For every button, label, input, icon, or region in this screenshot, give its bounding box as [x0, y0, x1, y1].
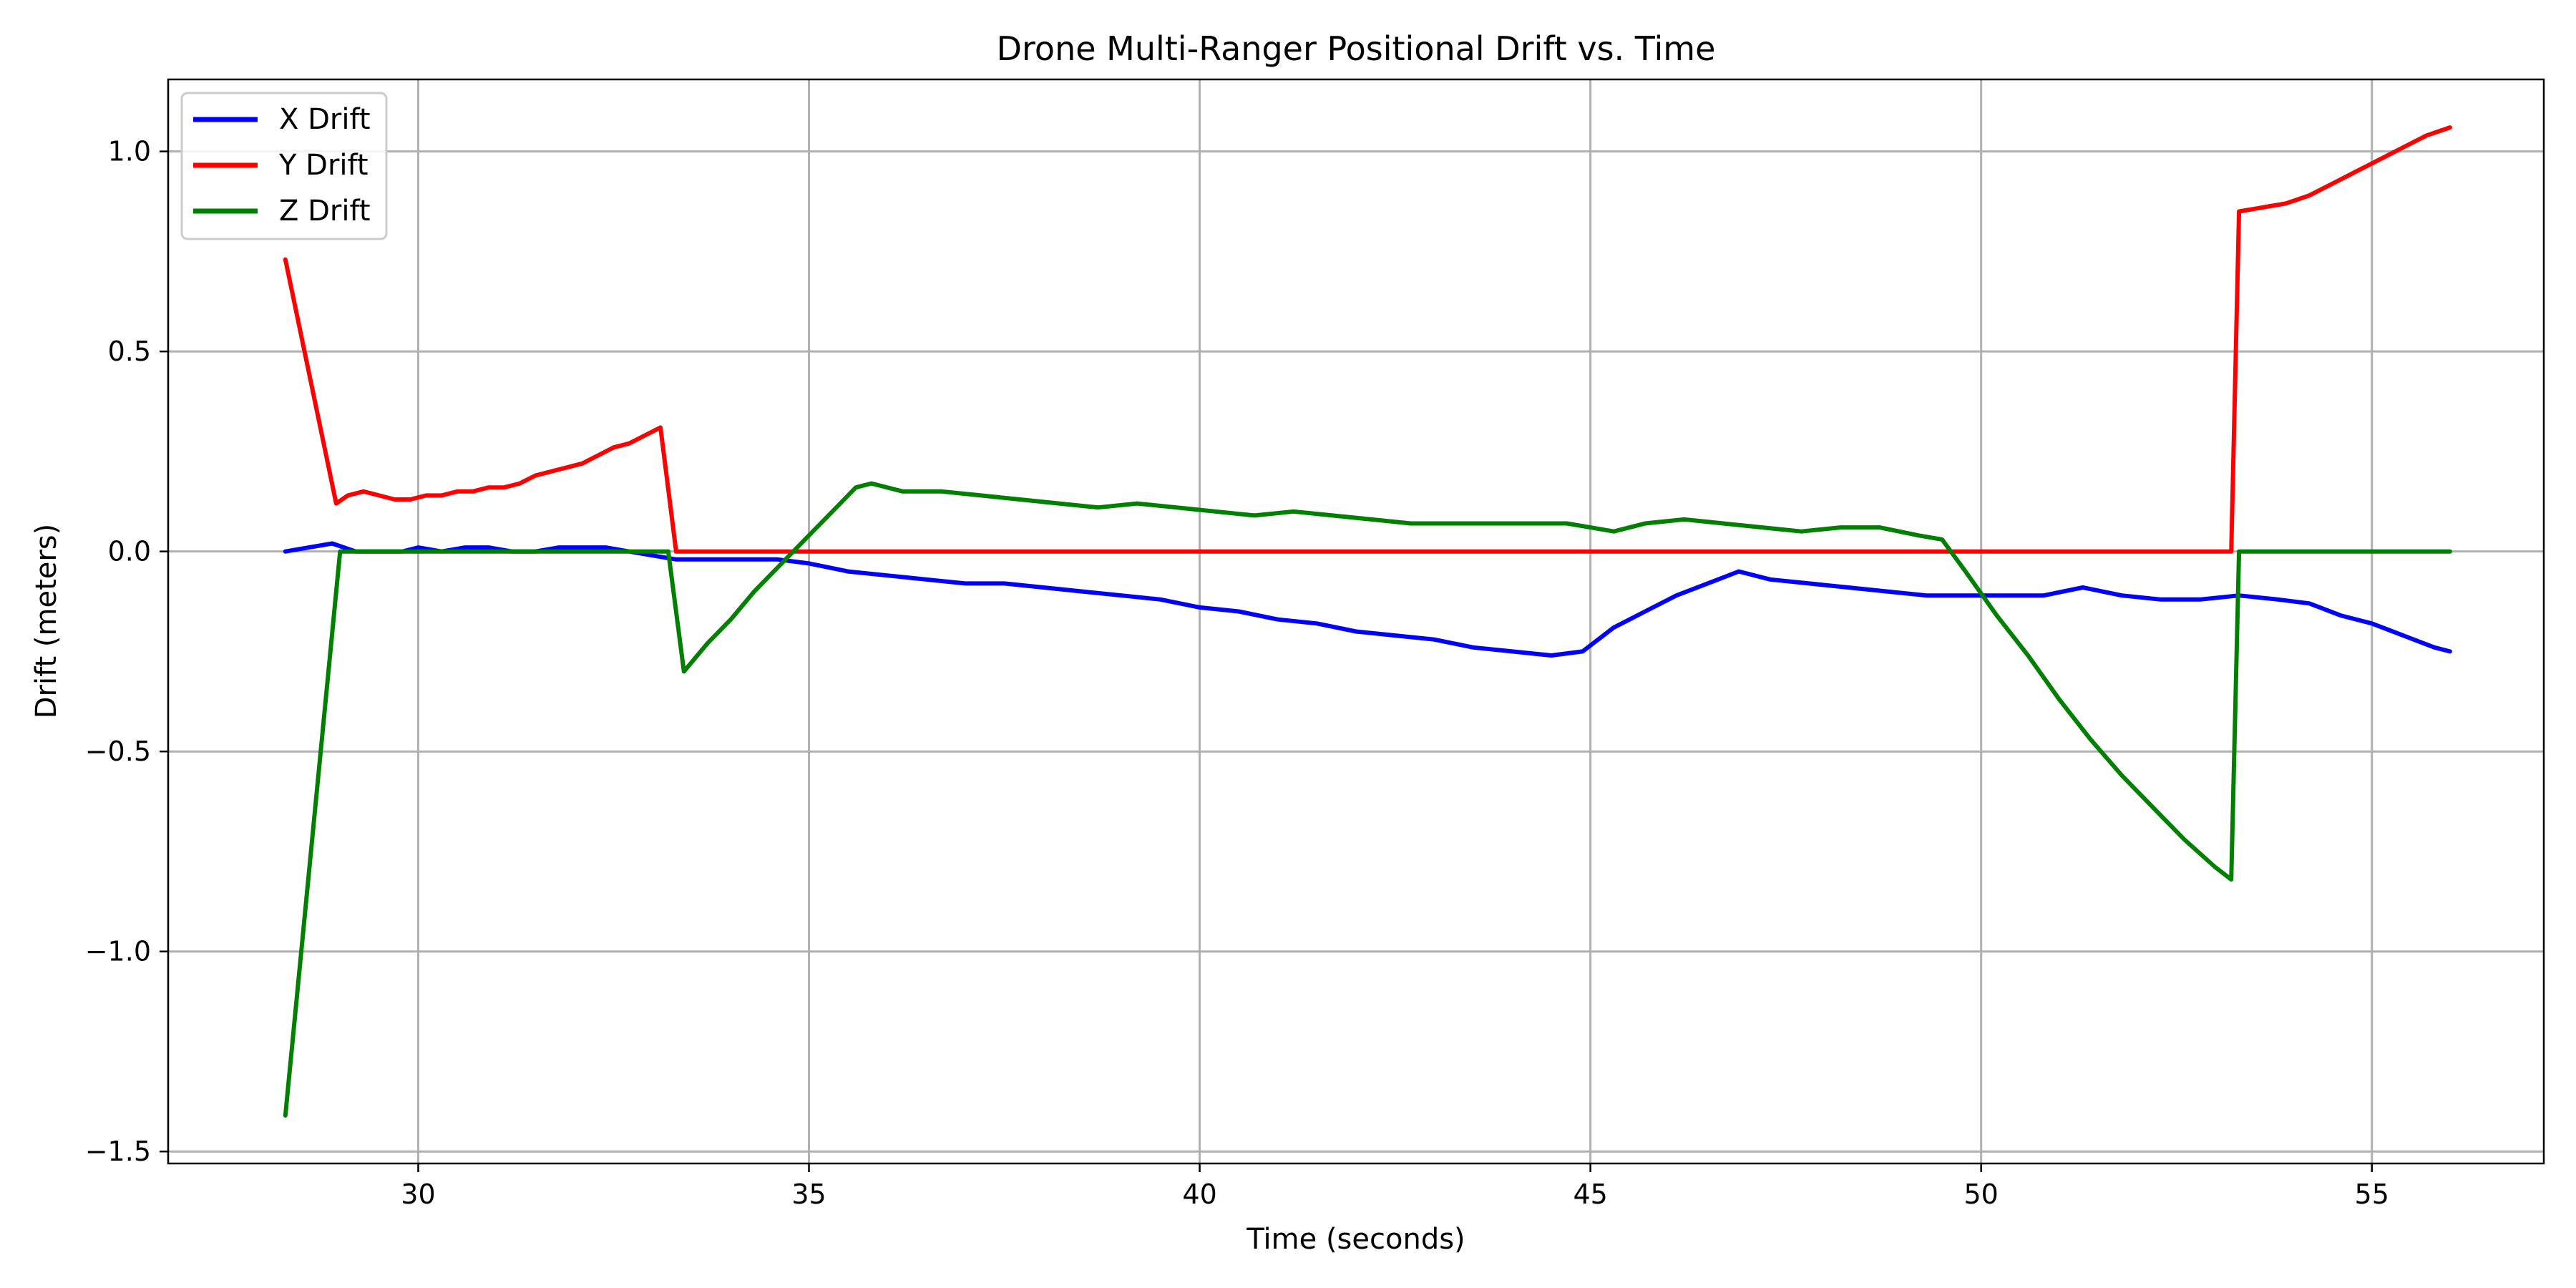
plot-frame: [167, 78, 2545, 1165]
x-tick-label: 35: [791, 1179, 826, 1210]
x-tick-label: 40: [1182, 1179, 1216, 1210]
y-tick-label: −1.0: [85, 936, 151, 967]
legend: X Drift Y Drift Z Drift: [180, 92, 388, 240]
series-line-z-drift: [283, 481, 2452, 1118]
x-tick-label: 45: [1573, 1179, 1607, 1210]
legend-label-x-drift: X Drift: [279, 103, 371, 136]
y-tick-label: 0.0: [108, 536, 151, 567]
y-tick-label: 1.0: [108, 136, 151, 167]
y-tick-label: −0.5: [85, 736, 151, 767]
x-axis-label: Time (seconds): [1246, 1223, 1465, 1256]
y-tick-label: −1.5: [85, 1136, 151, 1167]
y-tick-label: 0.5: [108, 336, 151, 367]
x-tick-label: 55: [2355, 1179, 2389, 1210]
series-layer: [283, 125, 2452, 1118]
x-tick-label: 30: [401, 1179, 435, 1210]
legend-label-z-drift: Z Drift: [279, 195, 371, 228]
series-line-y-drift: [283, 125, 2452, 554]
tick-layer: 30 35 40 45 50 55 −1.5 −1.0 −0.5 0.0 0.5 1.0: [85, 136, 2389, 1210]
legend-box: [180, 92, 388, 240]
x-tick-label: 50: [1964, 1179, 1999, 1210]
legend-label-y-drift: Y Drift: [278, 149, 369, 182]
y-axis-label: Drift (meters): [30, 524, 63, 719]
chart-title: Drone Multi-Ranger Positional Drift vs. …: [997, 29, 1716, 68]
